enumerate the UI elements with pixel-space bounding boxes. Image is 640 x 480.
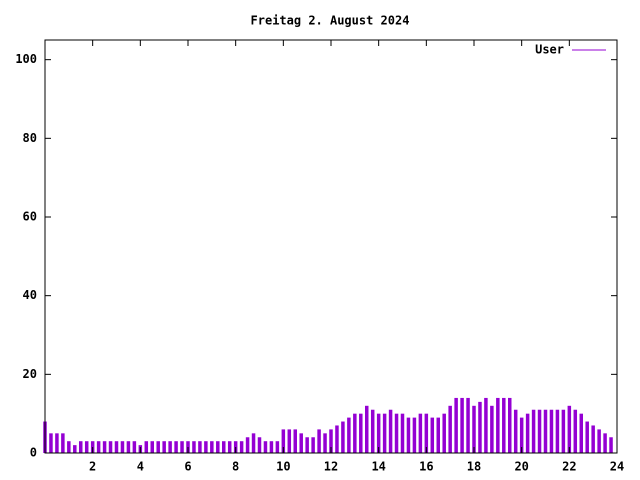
x-tick-label: 8 [232, 460, 239, 474]
y-tick-label: 80 [23, 131, 37, 145]
y-tick-label: 20 [23, 367, 37, 381]
y-tick-label: 60 [23, 210, 37, 224]
x-tick-label: 24 [610, 460, 624, 474]
x-tick-label: 2 [89, 460, 96, 474]
x-tick-label: 22 [562, 460, 576, 474]
x-tick-label: 6 [184, 460, 191, 474]
x-tick-label: 18 [467, 460, 481, 474]
x-tick-label: 10 [276, 460, 290, 474]
x-tick-label: 14 [371, 460, 385, 474]
x-tick-label: 20 [514, 460, 528, 474]
y-tick-label: 100 [15, 52, 37, 66]
x-tick-label: 12 [324, 460, 338, 474]
y-tick-label: 40 [23, 288, 37, 302]
y-tick-label: 0 [30, 446, 37, 460]
x-tick-label: 4 [137, 460, 144, 474]
x-tick-label: 16 [419, 460, 433, 474]
legend-label: User [535, 43, 564, 57]
chart-title: Freitag 2. August 2024 [251, 14, 410, 28]
